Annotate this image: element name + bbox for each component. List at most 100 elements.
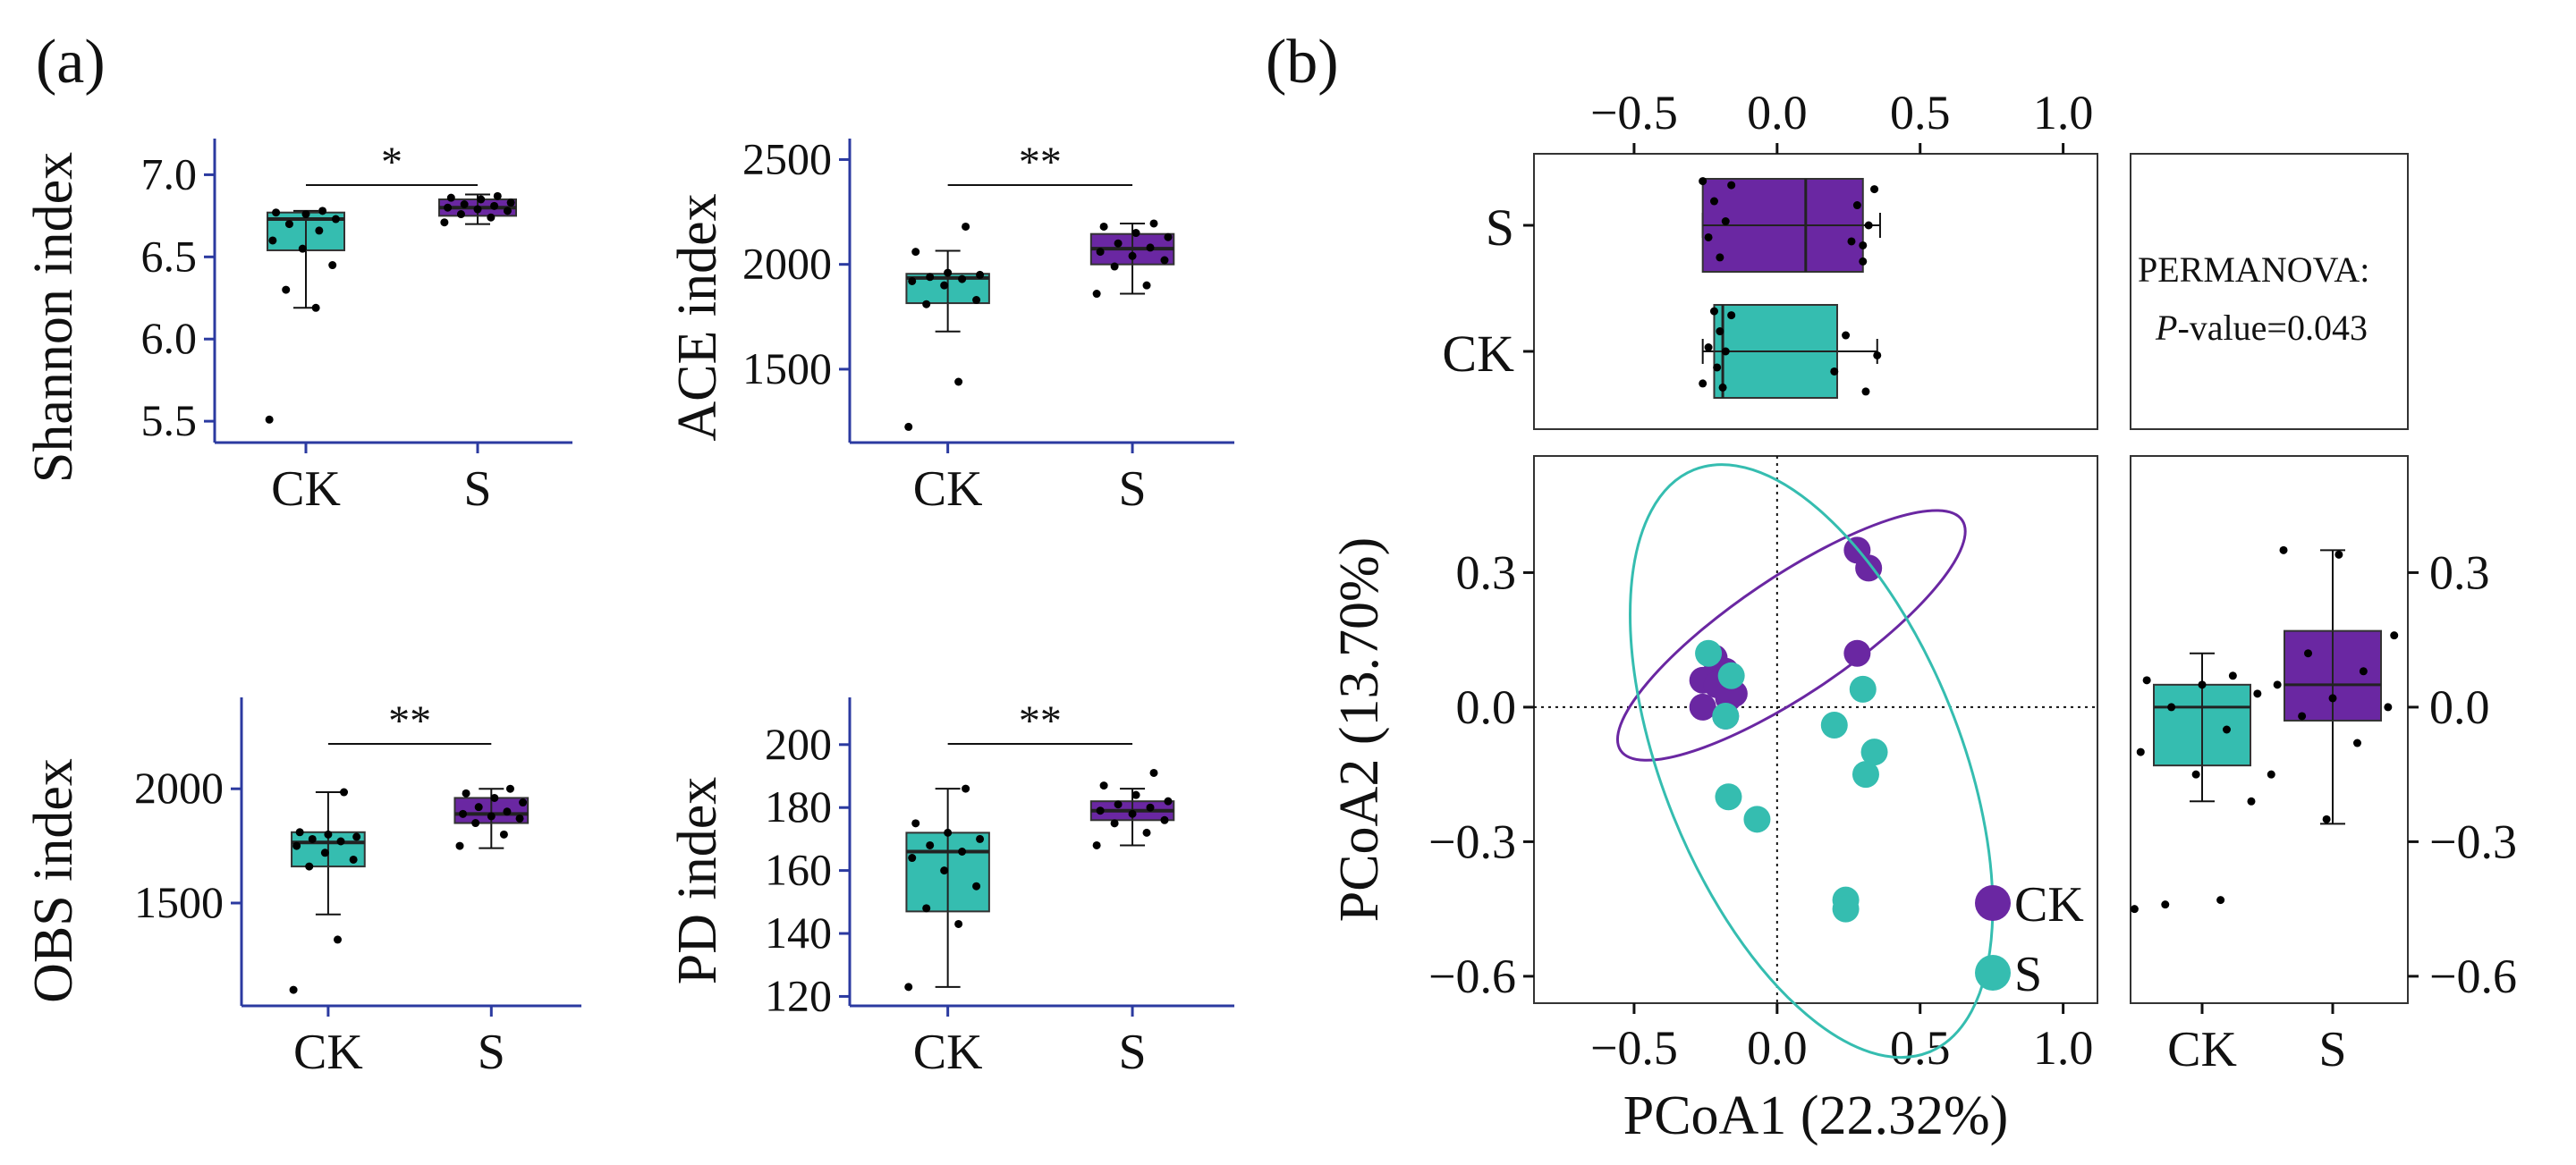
- data-point: [292, 841, 301, 850]
- data-point: [962, 784, 970, 793]
- y-tick-label: 6.0: [141, 313, 198, 363]
- data-point: [944, 268, 953, 277]
- data-point: [908, 854, 917, 863]
- data-point: [1114, 800, 1123, 809]
- teal-point: [1717, 662, 1745, 689]
- data-point: [976, 270, 985, 279]
- data-point: [1149, 768, 1158, 777]
- data-point: [320, 848, 329, 857]
- y-tick-label: 0.3: [1456, 545, 1517, 599]
- y-tick-label: −0.6: [1428, 950, 1516, 1003]
- y-tick-label: 0.0: [2429, 680, 2490, 734]
- data-point: [2228, 671, 2237, 680]
- y-tick-label: 6.5: [141, 231, 198, 281]
- legend-marker: [1975, 885, 2011, 921]
- y-tick-label: −0.3: [2429, 815, 2517, 868]
- data-point: [2359, 667, 2368, 676]
- data-point: [904, 422, 913, 431]
- pcoa-scatter: −0.5 0.0 0.5 1.0 −0.6 −0.3 0.0 0.3 PCoA1 (22.32%…: [1329, 455, 2098, 1146]
- data-point: [1709, 307, 1718, 316]
- data-point: [940, 281, 949, 290]
- permanova-pvalue: P-value=0.043: [2155, 308, 2368, 348]
- x-tick-label: −0.5: [1590, 1021, 1678, 1075]
- data-point: [926, 840, 935, 849]
- x-tick-label: 0.0: [1747, 86, 1808, 139]
- p-italic: P: [2155, 308, 2177, 348]
- data-point: [1110, 262, 1119, 271]
- permanova-title: PERMANOVA:: [2138, 249, 2369, 290]
- data-point: [460, 200, 469, 209]
- significance-stars: **: [1019, 139, 1062, 186]
- x-tick-label: −0.5: [1590, 86, 1678, 139]
- y-tick-label: 180: [765, 781, 832, 832]
- y-tick-label: 160: [765, 845, 832, 895]
- data-point: [473, 205, 482, 214]
- x-tick-label: 0.5: [1890, 86, 1951, 139]
- data-point: [333, 935, 342, 944]
- data-point: [1142, 281, 1151, 290]
- data-point: [1842, 331, 1851, 340]
- data-point: [1110, 819, 1119, 828]
- x-tick-label: 0.5: [1890, 1021, 1951, 1075]
- data-point: [336, 837, 345, 846]
- data-point: [1847, 237, 1856, 246]
- data-point: [922, 300, 931, 308]
- data-point: [2222, 725, 2231, 734]
- data-point: [2142, 676, 2151, 685]
- data-point: [972, 296, 981, 305]
- data-point: [1092, 840, 1101, 849]
- data-point: [1146, 243, 1155, 252]
- data-point: [940, 866, 949, 875]
- data-point: [315, 226, 324, 235]
- teal-point: [1832, 895, 1860, 923]
- data-point: [503, 807, 512, 816]
- significance-stars: *: [381, 139, 402, 186]
- data-point: [349, 855, 358, 864]
- teal-confidence-ellipse: [1629, 463, 1995, 1059]
- data-point: [440, 218, 449, 227]
- teal-point: [1712, 702, 1740, 730]
- data-point: [499, 830, 508, 839]
- data-point: [2191, 770, 2200, 779]
- data-point: [301, 210, 310, 219]
- data-point: [455, 841, 464, 850]
- data-point: [1713, 363, 1722, 372]
- data-point: [311, 303, 320, 312]
- data-point: [2198, 680, 2207, 689]
- data-point: [1164, 232, 1173, 241]
- y-axis-title: Shannon index: [23, 152, 84, 483]
- data-point: [1852, 201, 1861, 210]
- y-axis-title: OBS index: [23, 758, 84, 1003]
- data-point: [1099, 222, 1108, 231]
- teal-point: [1852, 761, 1879, 789]
- permanova-frame: [2130, 153, 2409, 430]
- y-axis-title: PD index: [667, 777, 728, 985]
- data-point: [471, 819, 480, 828]
- data-point: [1699, 177, 1707, 186]
- data-point: [328, 261, 337, 270]
- data-point: [487, 812, 496, 821]
- data-point: [1114, 239, 1123, 248]
- data-point: [284, 220, 293, 229]
- data-point: [1099, 781, 1108, 790]
- data-point: [911, 819, 920, 828]
- y-tick-label: 140: [765, 908, 832, 958]
- data-point: [1727, 311, 1736, 320]
- x-tick-label: S: [1118, 461, 1146, 517]
- p-value-text: -value=0.043: [2177, 308, 2368, 348]
- data-point: [1096, 248, 1105, 257]
- teal-point: [1743, 806, 1771, 833]
- x-tick-label: S: [2318, 1022, 2346, 1077]
- data-point: [1149, 219, 1158, 228]
- data-point: [1861, 387, 1870, 396]
- data-point: [490, 793, 499, 802]
- data-point: [2328, 694, 2337, 703]
- data-point: [1160, 815, 1169, 824]
- data-point: [462, 789, 470, 798]
- data-point: [1160, 256, 1169, 265]
- data-point: [2267, 770, 2275, 779]
- data-point: [487, 213, 496, 222]
- data-point: [2322, 815, 2331, 823]
- right-frame: [2130, 455, 2409, 1004]
